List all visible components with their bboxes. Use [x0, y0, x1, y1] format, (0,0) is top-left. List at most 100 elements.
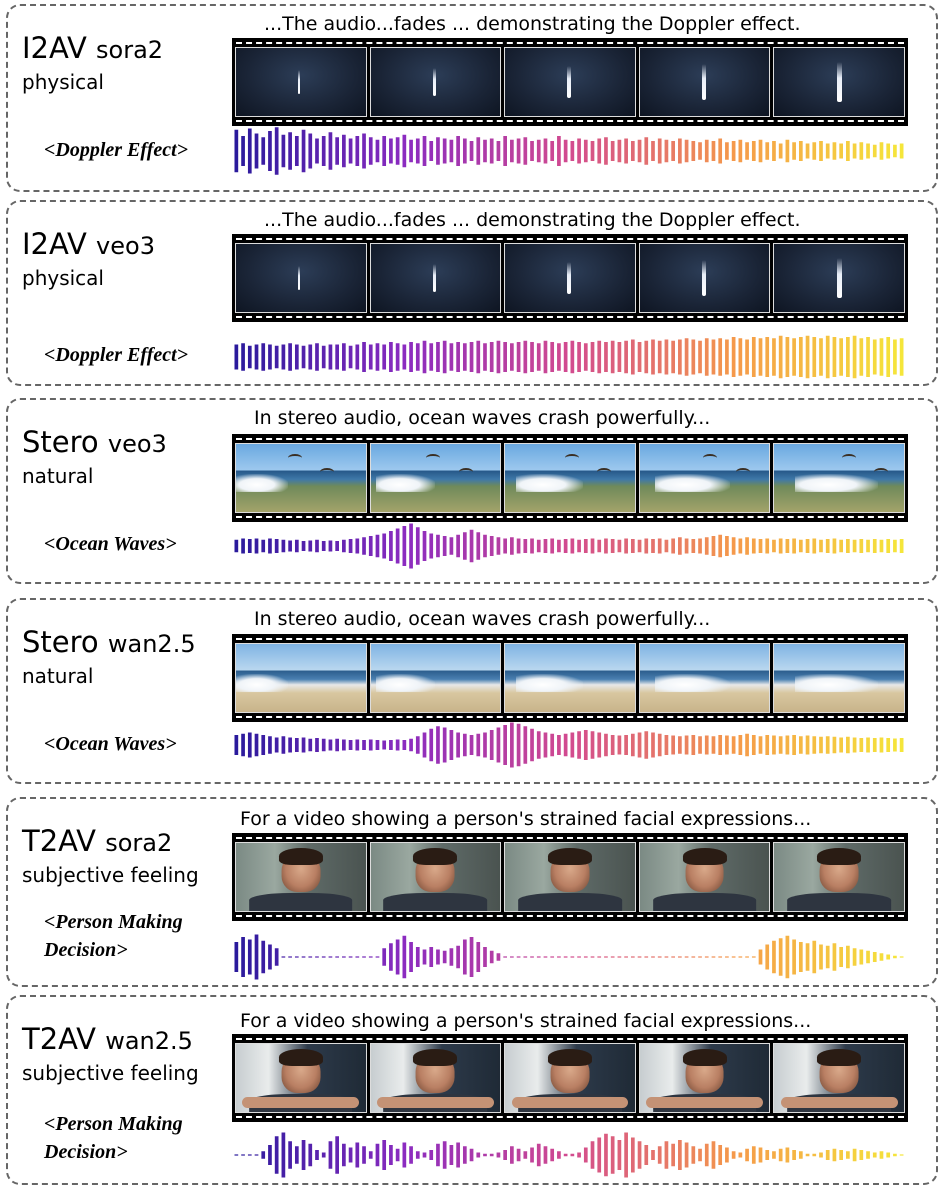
- waveform-bar: [846, 337, 850, 377]
- waveform-bar: [577, 731, 581, 759]
- waveform-bar: [261, 137, 266, 165]
- waveform-bar: [778, 143, 783, 159]
- waveform-bar: [839, 143, 843, 159]
- waveform-bar: [785, 935, 790, 979]
- waveform-bar: [422, 732, 427, 758]
- waveform-bar: [610, 141, 615, 161]
- waveform-bar: [866, 950, 870, 964]
- waveform-bar: [731, 956, 736, 958]
- waveform-bar: [758, 736, 763, 754]
- waveform-bar: [429, 947, 434, 967]
- prompt-caption: In stereo audio, ocean waves crash power…: [254, 407, 711, 429]
- waveform-bar: [254, 133, 259, 169]
- waveform-bar: [469, 141, 474, 161]
- waveform-bar: [516, 956, 521, 958]
- waveform-bar: [557, 1151, 561, 1159]
- waveform-bar: [772, 141, 776, 161]
- waveform-bar: [812, 1153, 817, 1157]
- waveform-bar: [590, 956, 595, 958]
- waveform-bar: [570, 538, 575, 554]
- waveform-bar: [328, 1141, 333, 1169]
- waveform-bar: [315, 738, 319, 752]
- waveform-bar: [745, 537, 749, 555]
- waveform-bar: [657, 1146, 662, 1164]
- waveform-bar: [617, 342, 622, 372]
- waveform-bar: [570, 1153, 575, 1157]
- video-filmstrip: [232, 833, 908, 921]
- waveform-bar: [241, 136, 245, 166]
- waveform-bar: [402, 344, 407, 370]
- waveform-bar: [624, 538, 628, 554]
- waveform-bar: [348, 740, 353, 750]
- waveform-bar: [510, 1146, 514, 1164]
- waveform-bar: [523, 340, 528, 374]
- waveform-bar: [496, 340, 501, 374]
- waveform-bar: [268, 344, 272, 370]
- waveform-bar: [671, 956, 675, 958]
- waveform-bar: [651, 1150, 655, 1160]
- video-filmstrip: [232, 1034, 908, 1122]
- waveform-bar: [604, 538, 608, 554]
- waveform-bar: [496, 141, 501, 161]
- waveform-bar: [651, 732, 655, 758]
- waveform-bar: [872, 1152, 877, 1158]
- waveform-bar: [247, 939, 252, 975]
- waveform-bar: [886, 539, 891, 553]
- waveform-bar: [819, 539, 823, 553]
- waveform-bar: [321, 541, 326, 551]
- waveform-bar: [563, 539, 568, 553]
- waveform-bar: [751, 1146, 756, 1164]
- waveform-bar: [785, 1147, 790, 1163]
- waveform-bar: [798, 942, 803, 972]
- waveform-bar: [449, 948, 454, 966]
- waveform-bar: [503, 1150, 507, 1160]
- waveform-bar: [792, 939, 796, 975]
- waveform-bar: [738, 139, 743, 163]
- video-frame: [235, 842, 367, 912]
- waveform-bar: [429, 141, 434, 161]
- waveform-bar: [624, 956, 628, 958]
- waveform-bar: [805, 539, 810, 553]
- waveform-bar: [792, 1150, 796, 1160]
- waveform-bar: [839, 737, 843, 753]
- waveform-bar: [274, 948, 279, 966]
- waveform-bar: [543, 340, 548, 374]
- waveform-bar: [664, 1141, 669, 1169]
- waveform-bar: [483, 343, 487, 371]
- waveform-bar: [859, 539, 864, 553]
- waveform-bar: [530, 141, 534, 161]
- waveform-bar: [684, 338, 689, 376]
- waveform-bar: [792, 735, 796, 755]
- waveform-bar: [247, 539, 252, 553]
- waveform-bar: [812, 538, 817, 554]
- waveform-bar: [503, 538, 507, 554]
- waveform-bar: [288, 132, 292, 170]
- waveform-bar: [476, 942, 481, 972]
- waveform-bar: [536, 731, 541, 759]
- waveform-bar: [725, 956, 729, 958]
- waveform-bar: [375, 740, 380, 750]
- waveform-bar: [832, 337, 837, 377]
- waveform-bar: [886, 738, 891, 752]
- waveform-bar: [395, 739, 400, 751]
- waveform-bar: [630, 339, 635, 375]
- audio-tag: <Ocean Waves>: [44, 533, 177, 555]
- waveform-bar: [637, 539, 642, 553]
- waveform-bar: [725, 735, 729, 755]
- video-frame: [504, 47, 636, 117]
- waveform-bar: [422, 136, 427, 166]
- video-frame: [235, 1043, 367, 1113]
- waveform-bar: [758, 139, 763, 163]
- waveform-bar: [449, 343, 454, 371]
- waveform-bar: [268, 1145, 272, 1165]
- waveform-bar: [436, 534, 440, 558]
- waveform-bar: [247, 732, 252, 758]
- waveform-bar: [402, 1142, 407, 1168]
- waveform-bar: [657, 340, 662, 374]
- waveform-bar: [268, 131, 272, 171]
- waveform-bar: [335, 956, 339, 958]
- waveform-bar: [409, 1146, 413, 1164]
- waveform-bar: [469, 1148, 474, 1162]
- waveform-bar: [335, 541, 339, 551]
- waveform-bar: [745, 142, 749, 160]
